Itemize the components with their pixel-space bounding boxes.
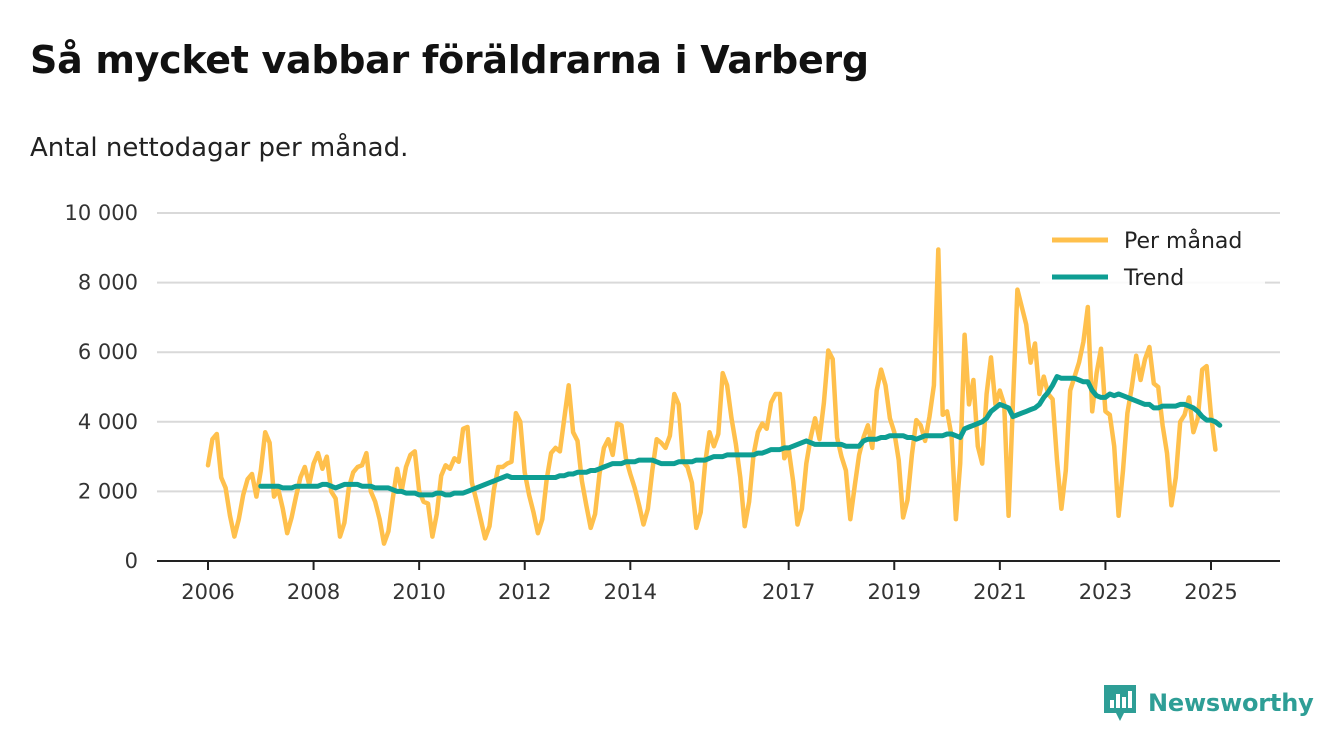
y-axis-labels: 0 2 000 4 000 6 000 8 000 10 000: [65, 201, 138, 573]
newsworthy-logo-icon: [1104, 685, 1136, 721]
brand[interactable]: Newsworthy: [1102, 683, 1314, 723]
legend[interactable]: Per månad Trend: [1040, 222, 1265, 291]
series-line-per-manad: [205, 247, 1218, 546]
y-tick-label: 2 000: [78, 479, 138, 503]
y-tick-label: 10 000: [65, 201, 138, 225]
legend-label-trend: Trend: [1123, 266, 1184, 291]
x-axis: 2006 2008 2010 2012 2014 2017 2019 2021 2023 2025: [157, 560, 1280, 604]
y-tick-label: 0: [125, 549, 138, 573]
x-tick-label: 2006: [181, 580, 234, 604]
x-tick-label: 2017: [762, 580, 815, 604]
chart-subtitle: Antal nettodagar per månad.: [30, 133, 409, 163]
series-line-trend: [258, 374, 1223, 498]
brand-name: Newsworthy: [1148, 689, 1314, 717]
y-tick-label: 4 000: [78, 410, 138, 434]
x-tick-label: 2025: [1184, 580, 1237, 604]
y-tick-label: 8 000: [78, 271, 138, 295]
x-tick-label: 2014: [604, 580, 657, 604]
x-tick-label: 2012: [498, 580, 551, 604]
x-tick-label: 2008: [287, 580, 340, 604]
y-tick-label: 6 000: [78, 340, 138, 364]
legend-label-per-manad: Per månad: [1124, 228, 1242, 254]
chart-title: Så mycket vabbar föräldrarna i Varberg: [30, 38, 869, 82]
series-lines: [205, 247, 1223, 546]
x-tick-label: 2010: [392, 580, 445, 604]
x-tick-label: 2019: [868, 580, 921, 604]
x-tick-label: 2021: [973, 580, 1026, 604]
x-tick-label: 2023: [1079, 580, 1132, 604]
